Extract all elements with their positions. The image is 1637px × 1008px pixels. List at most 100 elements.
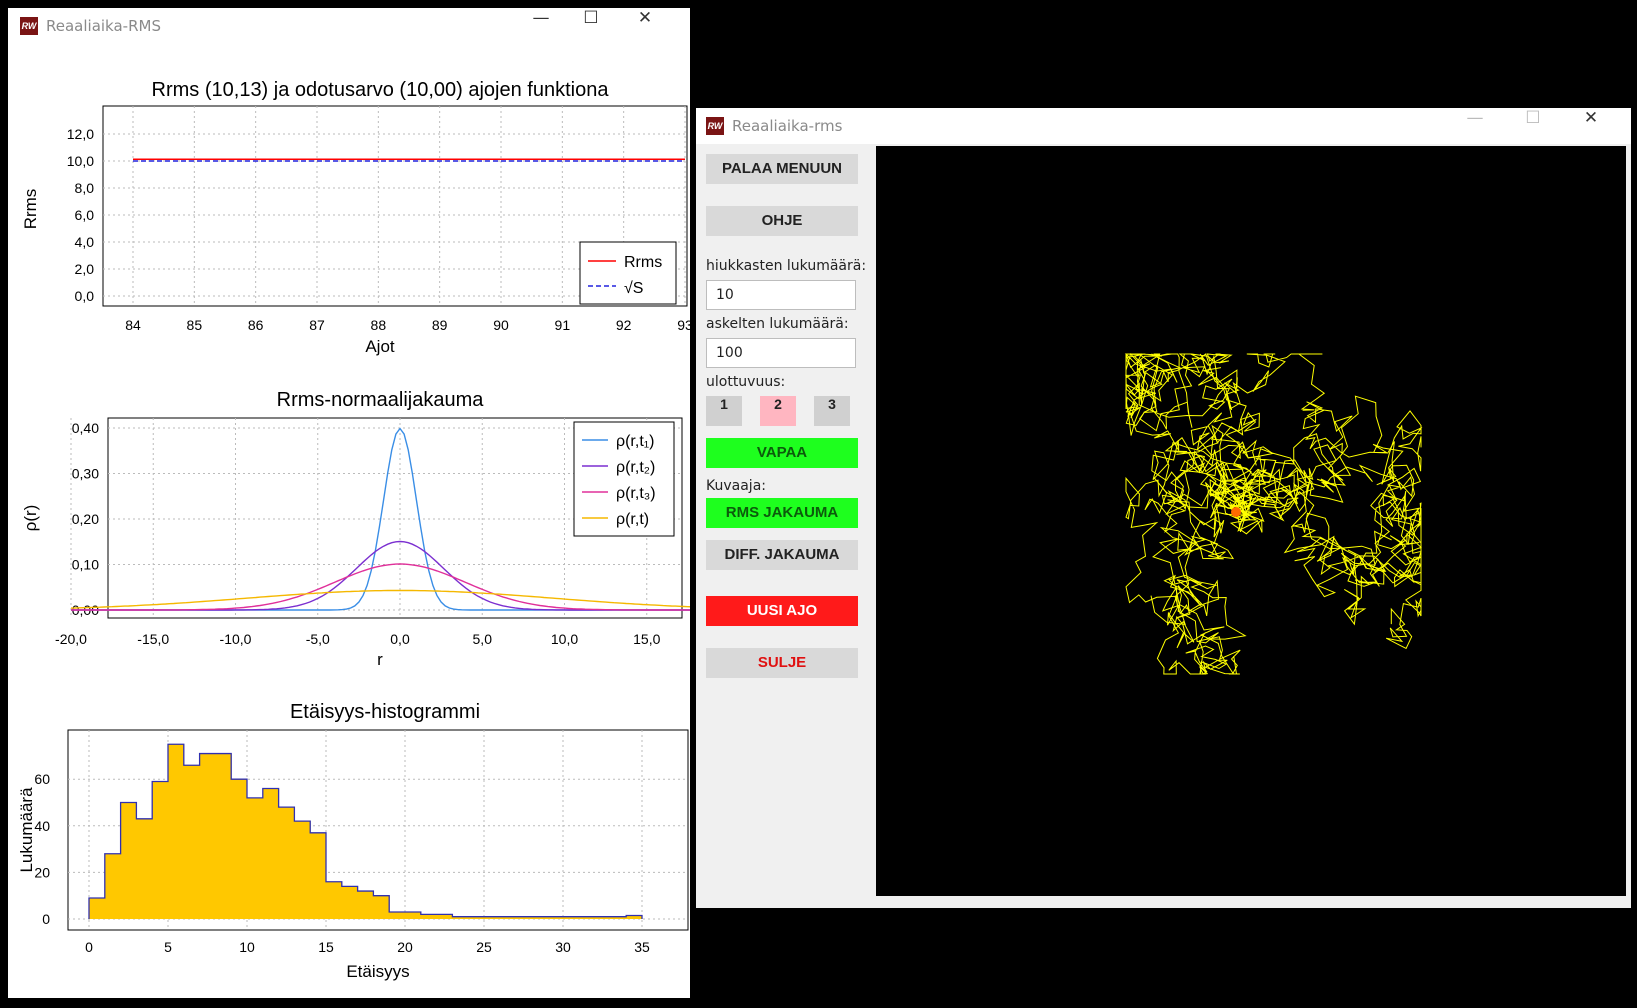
histogram-bar <box>215 753 232 919</box>
rms-window-titlebar[interactable]: RW Reaaliaika-RMS — ☐ ✕ <box>8 8 690 44</box>
close-icon[interactable]: ✕ <box>1583 108 1599 128</box>
x-tick-label: 88 <box>371 317 387 333</box>
histogram-bar <box>183 765 201 919</box>
x-tick-label: 92 <box>616 317 632 333</box>
x-tick-label: 86 <box>248 317 264 333</box>
histogram-bar <box>594 916 611 919</box>
y-tick-label: 2,0 <box>75 261 95 277</box>
y-axis-label: ρ(r) <box>21 505 40 532</box>
x-tick-label: 25 <box>476 939 492 955</box>
rms-window: RW Reaaliaika-RMS — ☐ ✕ Rrms (10,13) ja … <box>8 8 690 998</box>
legend-label: ρ(r,t) <box>616 511 649 528</box>
histogram-bar <box>531 916 548 919</box>
histogram-bar <box>547 916 564 919</box>
particles-label: hiukkasten lukumäärä: <box>706 258 867 274</box>
y-tick-label: 0,40 <box>72 420 99 436</box>
close-app-button[interactable]: SULJE <box>706 648 858 678</box>
help-button[interactable]: OHJE <box>706 206 858 236</box>
steps-label: askelten lukumäärä: <box>706 316 849 332</box>
minimize-icon[interactable]: — <box>1466 108 1484 128</box>
x-tick-label: -10,0 <box>220 631 252 647</box>
histogram-bar <box>405 912 422 919</box>
rrms-runs-chart: Rrms (10,13) ja odotusarvo (10,00) ajoje… <box>21 79 690 356</box>
x-tick-label: 91 <box>555 317 571 333</box>
x-tick-label: 15,0 <box>633 631 660 647</box>
random-walk-canvas[interactable] <box>876 146 1626 896</box>
series-lines <box>133 158 685 162</box>
y-tick-label: 0,0 <box>75 288 95 304</box>
histogram-bar <box>389 912 406 919</box>
histogram-bar <box>136 818 153 919</box>
y-tick-label: 60 <box>34 771 50 787</box>
minimize-icon[interactable]: — <box>532 8 550 28</box>
y-tick-label: 0,10 <box>72 557 99 573</box>
close-icon[interactable]: ✕ <box>637 8 653 28</box>
x-tick-label: -5,0 <box>306 631 330 647</box>
histogram-bar <box>199 753 216 919</box>
series-lines <box>70 427 690 611</box>
dimension-2-button[interactable]: 2 <box>760 396 796 426</box>
x-tick-label: 5 <box>164 939 172 955</box>
x-tick-label: 0 <box>85 939 93 955</box>
x-tick-label: 15 <box>318 939 334 955</box>
axis-ticks: 84 85 86 87 88 89 90 91 92 93 0,0 2,0 4,0 6,0 8,0 10,0 1… <box>67 126 690 333</box>
histogram-bar <box>104 853 122 919</box>
window-title: Reaaliaika-RMS <box>46 17 161 35</box>
y-tick-label: 4,0 <box>75 234 95 250</box>
chart-title: Rrms-normaalijakauma <box>277 389 485 411</box>
y-tick-label: 6,0 <box>75 207 95 223</box>
histogram-bar <box>247 797 264 919</box>
walk-path-6 <box>1125 441 1248 675</box>
x-tick-label: 20 <box>397 939 413 955</box>
x-tick-label: 84 <box>125 317 141 333</box>
series-line-3 <box>70 589 690 609</box>
y-tick-label: 0 <box>42 911 50 927</box>
x-axis-label: Etäisyys <box>346 962 409 981</box>
maximize-icon[interactable]: ☐ <box>583 8 599 28</box>
free-button[interactable]: VAPAA <box>706 438 858 468</box>
dimension-3-button[interactable]: 3 <box>814 396 850 426</box>
y-tick-label: 40 <box>34 818 50 834</box>
simulation-window-titlebar[interactable]: RW Reaaliaika-rms — ☐ ✕ <box>696 108 1631 144</box>
histogram-bar <box>436 914 453 919</box>
x-tick-label: 89 <box>432 317 448 333</box>
legend-label: ρ(r,t₃) <box>616 485 656 502</box>
walk-origin-marker <box>1231 507 1241 517</box>
histogram-bar <box>310 832 327 919</box>
histogram-bar <box>294 821 311 919</box>
histogram-bar <box>152 781 169 919</box>
histogram-bar <box>89 898 106 919</box>
histogram-bar <box>563 916 580 919</box>
x-tick-label: -15,0 <box>137 631 169 647</box>
x-tick-label: 10,0 <box>551 631 578 647</box>
distance-histogram-chart: Etäisyys-histogrammi 0 5 10 15 20 25 30 35 0 20 40… <box>17 701 689 981</box>
legend-label: √S <box>624 280 643 297</box>
chart-title: Etäisyys-histogrammi <box>290 701 480 723</box>
histogram-bar <box>468 916 485 919</box>
histogram-outline <box>88 743 643 919</box>
walk-path-0 <box>1124 353 1260 515</box>
dimension-1-button[interactable]: 1 <box>706 396 742 426</box>
rms-distribution-button[interactable]: RMS JAKAUMA <box>706 498 858 528</box>
x-tick-label: 87 <box>309 317 325 333</box>
walk-path-7 <box>1179 422 1310 535</box>
random-walk-paths <box>1124 353 1423 675</box>
maximize-icon[interactable]: ☐ <box>1525 108 1541 128</box>
particles-input[interactable]: 10 <box>706 280 856 310</box>
window-title: Reaaliaika-rms <box>732 117 843 135</box>
histogram-bar <box>373 895 390 919</box>
histogram-bar <box>168 744 185 919</box>
grid <box>70 418 682 618</box>
steps-input[interactable]: 100 <box>706 338 856 368</box>
normal-distribution-chart: Rrms-normaalijakauma -20,0 -15,0 -10,0 -5,0… <box>21 389 690 669</box>
histogram-bar <box>626 915 643 919</box>
back-to-menu-button[interactable]: PALAA MENUUN <box>706 154 858 184</box>
histogram-bar <box>578 916 596 919</box>
diff-distribution-button[interactable]: DIFF. JAKAUMA <box>706 540 858 570</box>
walk-path-4 <box>1209 469 1422 650</box>
series-line-2 <box>71 563 690 611</box>
histogram-bars <box>88 743 643 919</box>
new-run-button[interactable]: UUSI AJO <box>706 596 858 626</box>
histogram-bar <box>420 914 438 919</box>
x-tick-label: 10 <box>239 939 255 955</box>
